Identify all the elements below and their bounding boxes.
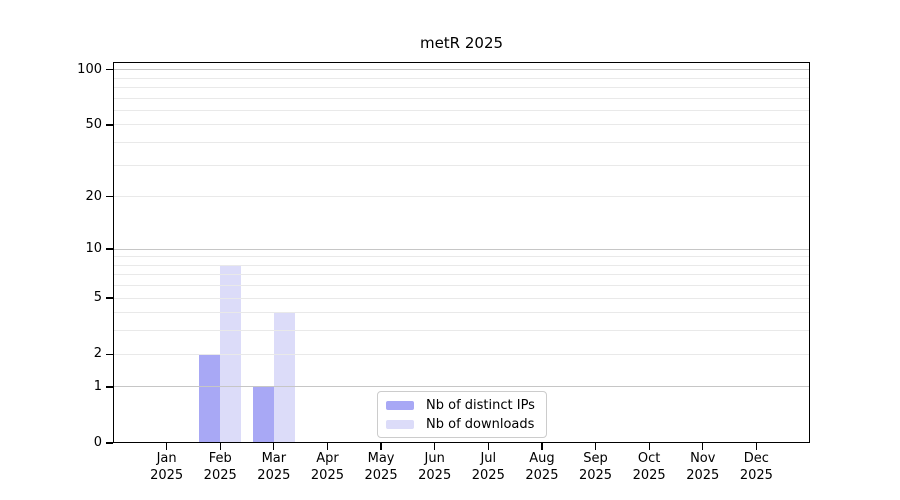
y-tick-label: 5: [93, 290, 102, 306]
x-tick-mark: [380, 443, 382, 450]
legend: Nb of distinct IPs Nb of downloads: [377, 391, 547, 438]
x-tick-label: Oct 2025: [621, 451, 677, 484]
chart-title: metR 2025: [419, 34, 504, 52]
minor-gridline: [114, 330, 809, 332]
x-tick-mark: [702, 443, 704, 450]
x-tick-label: Jul 2025: [460, 451, 516, 484]
x-tick-label: Apr 2025: [299, 451, 355, 484]
y-tick-label: 20: [85, 188, 102, 204]
major-gridline: [114, 248, 809, 250]
major-gridline: [114, 386, 809, 388]
minor-gridline: [114, 109, 809, 111]
x-tick-label: Nov 2025: [675, 451, 731, 484]
x-tick-year: 2025: [739, 467, 773, 483]
x-tick-label: Sep 2025: [568, 451, 624, 484]
y-tick-mark: [106, 442, 113, 444]
y-tick-label: 50: [85, 116, 102, 132]
x-tick-label: Jan 2025: [139, 451, 195, 484]
y-tick-label: 10: [85, 241, 102, 256]
bar-distinct-ips: [199, 354, 221, 442]
x-tick-year: 2025: [525, 467, 559, 483]
minor-gridline: [114, 285, 809, 287]
bar-distinct-ips: [252, 386, 274, 442]
x-tick-mark: [219, 443, 221, 450]
x-tick-mark: [648, 443, 650, 450]
x-tick-mark: [326, 443, 329, 450]
minor-gridline: [114, 297, 809, 299]
x-tick-mark: [541, 443, 543, 450]
y-tick-mark: [106, 297, 113, 299]
x-tick-label: Dec 2025: [728, 451, 784, 484]
minor-gridline: [114, 77, 809, 79]
y-tick-mark: [106, 386, 113, 388]
major-gridline: [114, 69, 809, 71]
x-tick-year: 2025: [418, 467, 452, 483]
y-tick-label: 2: [93, 346, 102, 362]
legend-swatch: [386, 419, 414, 429]
minor-gridline: [114, 353, 809, 355]
legend-item: Nb of distinct IPs: [386, 398, 546, 413]
bar-downloads: [273, 312, 295, 442]
x-tick-year: 2025: [150, 467, 184, 483]
y-tick-label: 100: [77, 61, 102, 77]
x-tick-label: Aug 2025: [514, 451, 570, 484]
minor-gridline: [114, 274, 809, 276]
minor-gridline: [114, 264, 809, 266]
x-tick-mark: [273, 443, 275, 450]
x-tick-year: 2025: [578, 467, 613, 483]
y-tick-mark: [106, 353, 113, 355]
x-tick-year: 2025: [471, 467, 505, 483]
x-tick-mark: [594, 443, 597, 450]
x-tick-mark: [166, 443, 168, 450]
minor-gridline: [114, 256, 809, 258]
y-tick-mark: [106, 69, 113, 71]
x-tick-label: Feb 2025: [192, 451, 248, 484]
minor-gridline: [114, 196, 809, 198]
x-tick-label: Mar 2025: [246, 451, 302, 484]
y-tick-mark: [106, 124, 113, 126]
y-tick-label: 0: [93, 435, 102, 450]
x-tick-mark: [434, 443, 436, 450]
x-tick-year: 2025: [310, 467, 344, 483]
minor-gridline: [114, 124, 809, 126]
legend-item: Nb of downloads: [386, 417, 546, 432]
x-tick-year: 2025: [632, 467, 666, 483]
minor-gridline: [114, 97, 809, 99]
x-tick-year: 2025: [257, 467, 291, 483]
x-tick-year: 2025: [203, 467, 237, 483]
x-tick-year: 2025: [364, 467, 398, 483]
x-tick-year: 2025: [686, 467, 720, 483]
legend-label: Nb of downloads: [426, 416, 535, 432]
minor-gridline: [114, 164, 809, 166]
minor-gridline: [114, 86, 809, 88]
x-tick-label: Jun 2025: [407, 451, 463, 484]
minor-gridline: [114, 312, 809, 314]
x-tick-mark: [487, 443, 489, 450]
legend-swatch: [386, 400, 414, 410]
legend-label: Nb of distinct IPs: [426, 397, 535, 413]
x-tick-label: May 2025: [353, 451, 409, 484]
y-tick-mark: [106, 248, 113, 250]
minor-gridline: [114, 142, 809, 144]
y-tick-mark: [106, 196, 113, 198]
y-tick-label: 1: [93, 378, 102, 394]
x-tick-mark: [755, 443, 757, 450]
